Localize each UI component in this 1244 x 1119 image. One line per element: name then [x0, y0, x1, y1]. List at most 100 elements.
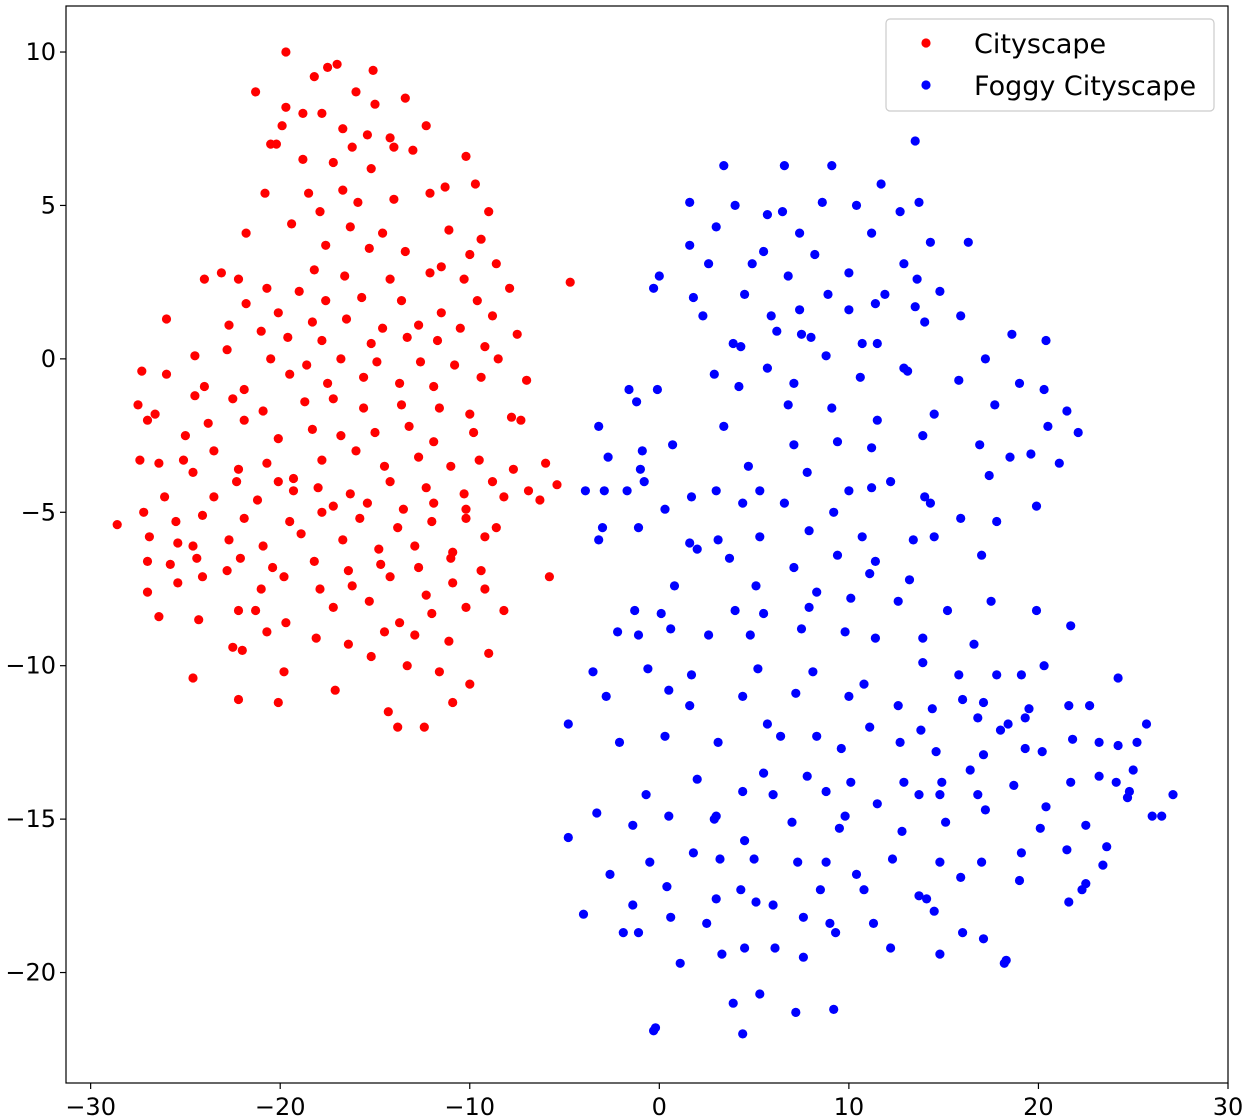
data-point	[427, 516, 437, 527]
data-point	[1157, 811, 1167, 821]
data-point	[666, 624, 676, 634]
data-point	[963, 237, 973, 247]
x-tick-label: −20	[255, 1093, 306, 1119]
data-point	[865, 569, 875, 579]
data-point	[743, 461, 754, 471]
data-point	[313, 483, 323, 493]
data-point	[347, 581, 357, 591]
data-point	[487, 311, 498, 321]
data-point	[178, 455, 189, 465]
data-point	[161, 314, 172, 324]
data-point	[302, 360, 312, 370]
data-point	[859, 679, 869, 689]
data-point	[372, 357, 382, 367]
x-tick-label: 0	[652, 1093, 667, 1119]
data-point	[370, 99, 380, 109]
data-point	[294, 286, 304, 296]
data-point	[165, 559, 175, 570]
data-point	[779, 498, 790, 508]
data-point	[662, 882, 672, 892]
data-point	[258, 541, 268, 551]
data-point	[328, 501, 338, 511]
points-layer	[112, 47, 1178, 1039]
data-point	[1001, 955, 1011, 965]
data-point	[1064, 701, 1074, 711]
data-point	[351, 446, 361, 456]
data-point	[719, 421, 729, 431]
data-point	[340, 271, 350, 281]
data-point	[740, 836, 750, 846]
data-point	[160, 492, 170, 502]
data-point	[728, 338, 738, 349]
data-point	[1037, 747, 1047, 757]
data-point	[362, 130, 372, 140]
data-point	[738, 1029, 748, 1039]
data-point	[618, 928, 628, 938]
data-point	[385, 133, 395, 143]
data-point	[935, 949, 945, 959]
data-point	[541, 458, 551, 468]
data-point	[829, 507, 839, 517]
data-point	[633, 523, 644, 533]
data-point	[685, 538, 695, 548]
data-point	[1094, 737, 1104, 748]
data-point	[920, 492, 930, 502]
data-point	[668, 440, 678, 450]
data-point	[791, 688, 801, 698]
data-point	[812, 731, 822, 741]
data-point	[345, 489, 355, 499]
data-point	[429, 381, 439, 392]
data-point	[434, 667, 444, 677]
data-point	[266, 354, 276, 364]
data-point	[393, 722, 403, 732]
data-point	[755, 486, 765, 496]
data-point	[414, 320, 424, 330]
data-point	[614, 737, 625, 748]
data-point	[1064, 897, 1074, 907]
data-point	[768, 900, 778, 910]
data-point	[455, 323, 465, 333]
data-point	[400, 246, 410, 257]
data-point	[298, 108, 308, 118]
data-point	[711, 894, 721, 904]
data-point	[241, 299, 251, 309]
data-point	[851, 869, 862, 880]
data-point	[421, 590, 431, 600]
data-point	[798, 952, 809, 962]
data-point	[986, 596, 996, 606]
data-point	[419, 722, 429, 732]
data-point	[216, 268, 226, 278]
data-point	[827, 403, 837, 413]
data-point	[704, 630, 714, 640]
data-point	[789, 562, 799, 573]
data-point	[323, 378, 333, 388]
data-point	[448, 578, 458, 588]
data-point	[772, 326, 782, 336]
data-point	[992, 516, 1002, 527]
data-point	[144, 532, 154, 542]
data-point	[448, 697, 458, 708]
data-point	[341, 314, 352, 324]
x-tick-label: 10	[834, 1093, 865, 1119]
data-point	[414, 562, 424, 573]
data-point	[465, 679, 475, 689]
data-point	[857, 338, 867, 349]
data-point	[414, 452, 424, 462]
data-point	[499, 605, 509, 616]
data-point	[978, 934, 989, 944]
data-point	[736, 342, 746, 352]
data-point	[1009, 780, 1019, 791]
data-point	[664, 685, 674, 695]
data-point	[161, 369, 172, 379]
data-point	[173, 578, 183, 588]
data-point	[825, 918, 835, 929]
data-point	[1054, 458, 1064, 468]
data-point	[1068, 734, 1078, 744]
data-point	[669, 581, 680, 591]
data-point	[832, 550, 843, 560]
data-point	[941, 817, 951, 827]
data-point	[421, 483, 431, 493]
data-point	[836, 743, 846, 754]
data-point	[222, 566, 232, 576]
data-point	[605, 869, 615, 880]
